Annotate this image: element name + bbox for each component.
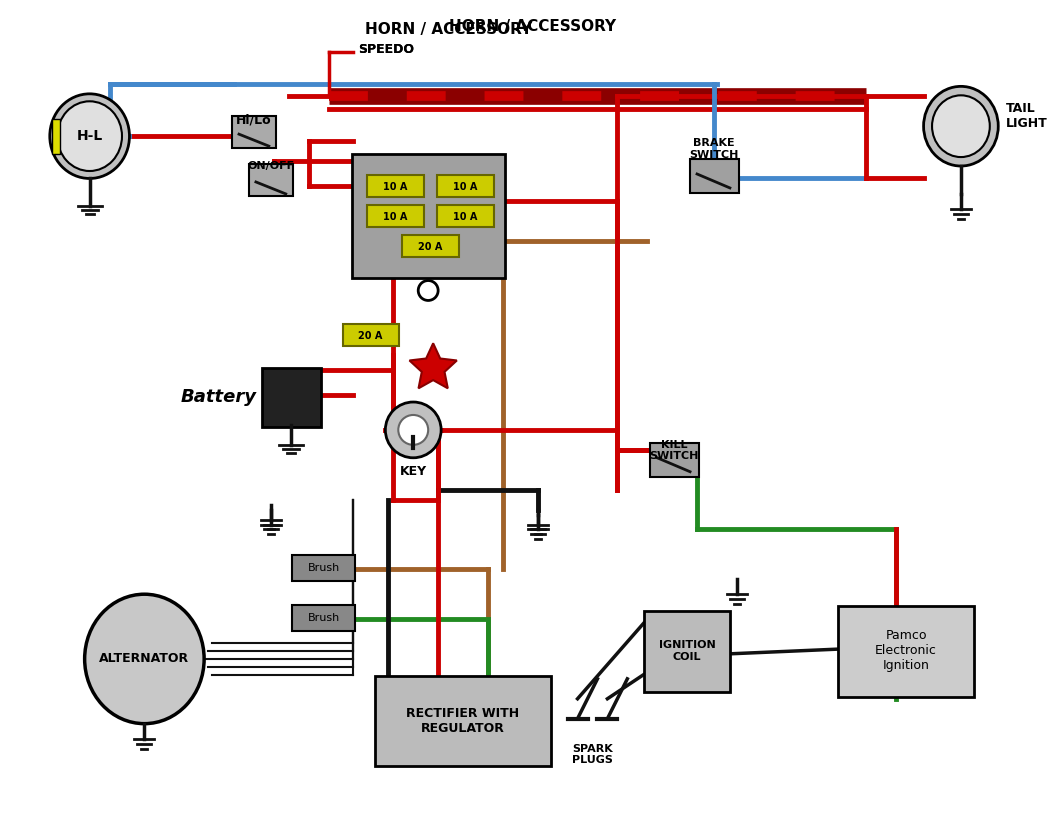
Text: HORN / ACCESSORY: HORN / ACCESSORY	[449, 19, 616, 34]
Text: 20 A: 20 A	[418, 242, 442, 252]
Text: 10 A: 10 A	[383, 182, 407, 192]
Text: ALTERNATOR: ALTERNATOR	[99, 653, 190, 665]
Text: Brush: Brush	[307, 613, 340, 623]
Text: KILL
SWITCH: KILL SWITCH	[650, 440, 698, 461]
FancyBboxPatch shape	[292, 555, 356, 581]
Text: KEY: KEY	[400, 465, 427, 478]
FancyBboxPatch shape	[645, 611, 730, 692]
Text: SPARK
PLUGS: SPARK PLUGS	[572, 743, 613, 765]
Circle shape	[418, 280, 438, 301]
Text: 10 A: 10 A	[383, 212, 407, 222]
FancyBboxPatch shape	[292, 606, 356, 631]
Text: SPEEDO: SPEEDO	[359, 43, 415, 56]
FancyBboxPatch shape	[232, 117, 275, 148]
FancyBboxPatch shape	[52, 119, 60, 154]
Text: H-L: H-L	[77, 129, 102, 143]
Text: SPEEDO: SPEEDO	[359, 43, 415, 56]
Text: 10 A: 10 A	[453, 182, 477, 192]
FancyBboxPatch shape	[262, 368, 321, 427]
Ellipse shape	[84, 594, 204, 724]
Text: BRAKE
SWITCH: BRAKE SWITCH	[689, 139, 738, 160]
Text: HORN / ACCESSORY: HORN / ACCESSORY	[365, 22, 532, 37]
Ellipse shape	[923, 86, 998, 166]
FancyBboxPatch shape	[839, 606, 974, 697]
Text: Brush: Brush	[307, 563, 340, 573]
FancyBboxPatch shape	[376, 676, 551, 766]
Polygon shape	[409, 343, 457, 388]
Circle shape	[399, 415, 428, 445]
Ellipse shape	[932, 95, 990, 157]
FancyBboxPatch shape	[402, 235, 459, 257]
FancyBboxPatch shape	[690, 159, 738, 193]
Circle shape	[385, 402, 441, 458]
Text: RECTIFIER WITH
REGULATOR: RECTIFIER WITH REGULATOR	[406, 707, 520, 734]
Text: 20 A: 20 A	[359, 332, 383, 341]
FancyBboxPatch shape	[249, 164, 292, 196]
FancyBboxPatch shape	[367, 175, 424, 197]
FancyBboxPatch shape	[343, 324, 399, 346]
Text: TAIL
LIGHT: TAIL LIGHT	[1005, 102, 1048, 130]
Ellipse shape	[57, 101, 122, 171]
Text: Pamco
Electronic
Ignition: Pamco Electronic Ignition	[876, 629, 937, 672]
Text: IGNITION
COIL: IGNITION COIL	[658, 640, 715, 662]
Text: Battery: Battery	[181, 388, 257, 406]
Text: Hi/Lo: Hi/Lo	[236, 113, 272, 126]
Text: 10 A: 10 A	[453, 212, 477, 222]
Text: ON/OFF: ON/OFF	[247, 161, 294, 171]
Ellipse shape	[50, 94, 130, 178]
FancyBboxPatch shape	[650, 443, 699, 477]
FancyBboxPatch shape	[437, 205, 494, 227]
FancyBboxPatch shape	[367, 205, 424, 227]
FancyBboxPatch shape	[437, 175, 494, 197]
FancyBboxPatch shape	[351, 154, 505, 278]
